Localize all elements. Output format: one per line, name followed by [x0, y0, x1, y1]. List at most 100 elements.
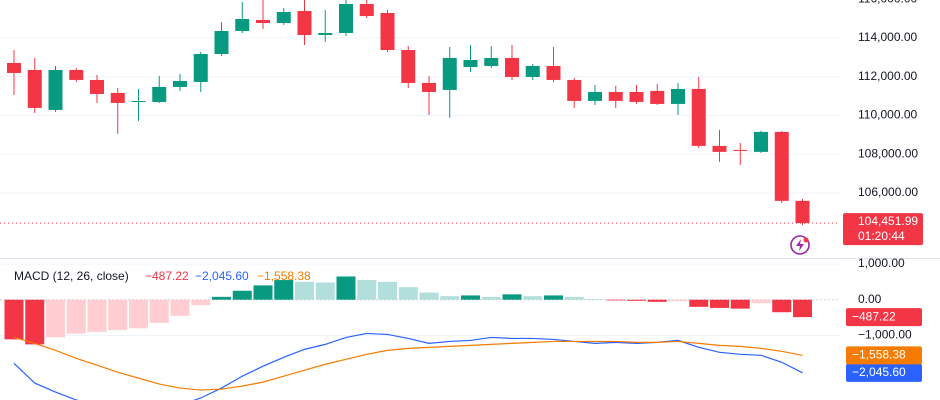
histogram-bar	[647, 299, 667, 302]
histogram-bar	[170, 299, 190, 316]
candle-body	[484, 57, 499, 66]
candle-body	[214, 30, 229, 54]
candle-body	[380, 13, 395, 50]
histogram-bar	[502, 294, 522, 300]
candle-body	[173, 80, 187, 87]
axis-value-box	[846, 308, 922, 327]
legend-value: −2,045.60	[195, 269, 249, 283]
histogram-bar	[606, 299, 626, 301]
legend-value: −1,558.38	[257, 269, 311, 283]
histogram-bar	[336, 276, 356, 300]
candle-body	[48, 69, 63, 110]
candle-body	[567, 79, 582, 101]
candle-body	[276, 12, 291, 24]
candle-body	[442, 57, 457, 90]
last-price-label: 104,451.99	[858, 214, 918, 228]
histogram-bar	[315, 282, 335, 300]
legend-value: −487.22	[145, 269, 189, 283]
candle-body	[359, 4, 374, 17]
indicator-line	[13, 332, 803, 400]
candle-body	[546, 65, 561, 80]
histogram-bar	[668, 299, 688, 302]
axis-value-label: −1,558.38	[852, 348, 906, 362]
candle-body	[774, 131, 789, 201]
axis-value-label: −2,045.60	[852, 365, 906, 379]
candle-body	[297, 11, 312, 35]
candle-body	[712, 145, 727, 152]
y-tick-label: 108,000.00	[858, 146, 918, 160]
histogram-bar	[191, 299, 211, 306]
y-tick-label: 110,000.00	[858, 108, 917, 122]
candle-body	[608, 91, 623, 101]
histogram-bar	[212, 296, 231, 300]
candle-body	[629, 91, 644, 102]
histogram-bar	[274, 280, 294, 300]
candle-body	[754, 131, 768, 152]
candle-body	[27, 69, 42, 108]
histogram-bar	[419, 292, 439, 300]
candle-body	[131, 100, 146, 102]
candle-body	[650, 90, 665, 104]
candle-body	[795, 200, 810, 224]
candle-body	[256, 20, 270, 24]
histogram-bar	[523, 296, 543, 300]
candle-body	[671, 88, 685, 104]
candle-body	[110, 92, 125, 103]
histogram-bar	[295, 281, 314, 300]
y-tick-label: 116,000.00	[858, 0, 917, 5]
histogram-bar	[398, 287, 418, 300]
y-tick-label: 114,000.00	[858, 30, 917, 44]
price-pane	[0, 0, 840, 226]
right-axis: 116,000.00 114,000.00 112,000.00 110,000.00…	[843, 0, 923, 382]
histogram-bar	[627, 299, 646, 301]
y-tick-label: 1,000.00	[858, 256, 905, 270]
macd-pane	[0, 263, 840, 400]
histogram-bar	[481, 296, 501, 300]
candle-body	[691, 88, 706, 146]
histogram-bar	[129, 299, 148, 329]
candle-body	[193, 53, 208, 82]
histogram-bar	[461, 295, 480, 300]
histogram-bar	[66, 299, 86, 334]
y-tick-label: 106,000.00	[858, 185, 918, 199]
histogram-bar	[793, 299, 812, 318]
histogram-bar	[585, 298, 605, 300]
histogram-bar	[710, 299, 729, 308]
histogram-bar	[232, 290, 252, 300]
candle-body	[422, 82, 436, 92]
histogram-bar	[87, 299, 107, 332]
alert-icon	[790, 235, 810, 255]
candle-body	[152, 86, 167, 102]
candle-body	[733, 149, 748, 151]
histogram-bar	[772, 299, 792, 313]
histogram-bar	[564, 296, 584, 300]
candle-body	[463, 59, 478, 67]
candle-body	[318, 32, 333, 35]
y-tick-label: 0.00	[858, 292, 882, 306]
countdown: 01:20:44	[858, 229, 905, 243]
last-price-box	[843, 213, 923, 246]
candle-body	[588, 91, 602, 101]
histogram-bar	[751, 299, 771, 304]
histogram-bar	[253, 285, 273, 300]
histogram-bar	[378, 281, 397, 300]
y-tick-label: −1,000.00	[858, 328, 912, 342]
histogram-bar	[149, 299, 169, 323]
candle-body	[401, 49, 416, 83]
indicator-line	[13, 336, 803, 391]
histogram-bar	[46, 299, 65, 338]
histogram-bar	[730, 299, 750, 309]
axis-value-label: −487.22	[852, 309, 896, 323]
histogram-bar	[108, 299, 128, 331]
histogram-bar	[4, 299, 24, 340]
axis-value-box	[846, 346, 922, 365]
histogram-bar	[544, 295, 563, 300]
histogram-bar	[689, 299, 709, 307]
candle-body	[90, 79, 104, 94]
indicator-title: MACD (12, 26, close)	[14, 269, 129, 283]
candle-body	[339, 4, 353, 33]
y-tick-label: 112,000.00	[858, 69, 917, 83]
candle-body	[69, 69, 84, 80]
